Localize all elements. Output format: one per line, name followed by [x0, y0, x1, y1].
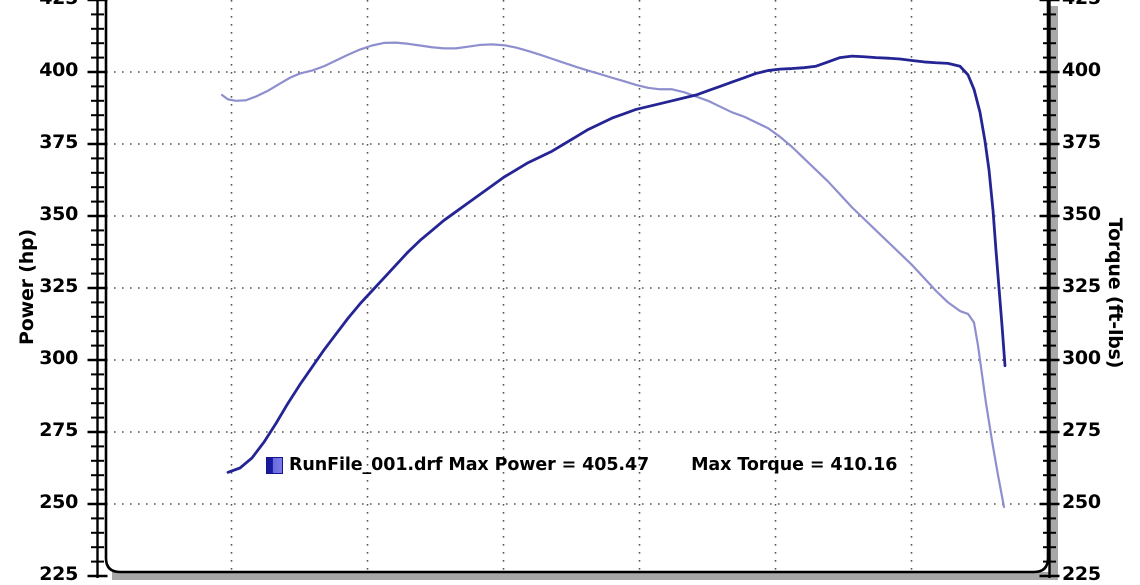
run-color-swatch-icon [266, 456, 283, 474]
y-tick-right-425: 425 [1062, 0, 1132, 9]
y-tick-right-350: 350 [1062, 203, 1101, 225]
frame-shadow [112, 6, 1058, 580]
y-tick-right-400: 400 [1062, 59, 1101, 81]
y-axis-left-spine [87, 0, 108, 578]
chart-legend: RunFile_001.drf Max Power = 405.47 Max T… [266, 452, 897, 478]
y-tick-left-275: 275 [39, 419, 78, 441]
y-tick-right-275: 275 [1062, 419, 1101, 441]
y-tick-left-325: 325 [39, 275, 78, 297]
y-tick-left-350: 350 [39, 203, 78, 225]
plot-frame [104, 0, 1050, 574]
y-tick-left-425: 425 [8, 0, 78, 9]
legend-max-torque-label: Max Torque = 410.16 [691, 455, 898, 475]
y-tick-right-325: 325 [1062, 275, 1101, 297]
power-curve [226, 54, 1007, 474]
y-tick-right-300: 300 [1062, 347, 1101, 369]
torque-curve [220, 41, 1006, 508]
y-tick-left-400: 400 [39, 59, 78, 81]
y-tick-left-250: 250 [39, 491, 78, 513]
y-axis-right-spine [1039, 0, 1060, 578]
horizontal-gridlines [106, 71, 1048, 505]
y-tick-right-375: 375 [1062, 131, 1101, 153]
y-tick-left-300: 300 [39, 347, 78, 369]
y-tick-left-375: 375 [39, 131, 78, 153]
y-axis-right-ticks: 425400375350325300275250225 [1062, 0, 1140, 585]
legend-runfile-max-power-label: RunFile_001.drf Max Power = 405.47 [289, 455, 650, 475]
y-tick-right-250: 250 [1062, 491, 1101, 513]
